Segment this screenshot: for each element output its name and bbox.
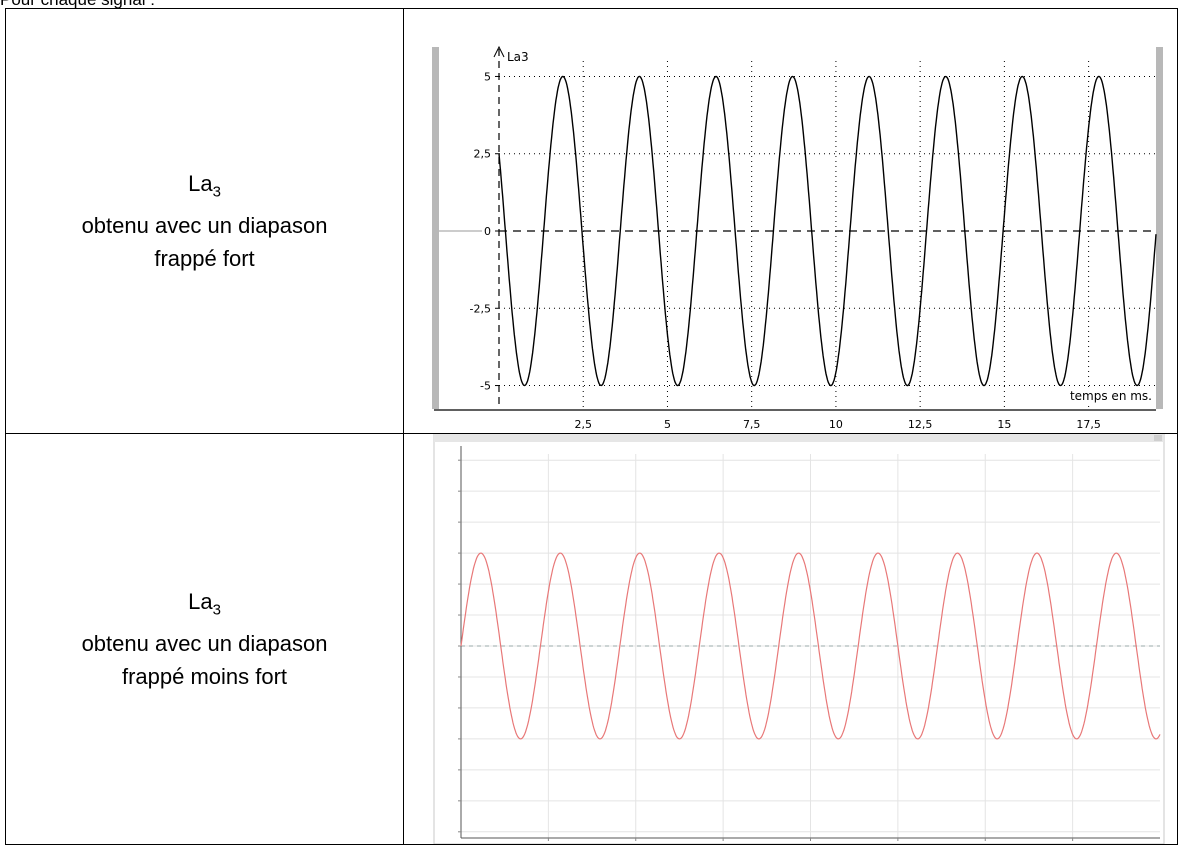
plot-cell-2 <box>403 433 1178 845</box>
y-tick-label: -5 <box>480 380 491 393</box>
note-name: La3 <box>6 585 403 626</box>
oscillogram-soft <box>433 434 1165 844</box>
x-tick-label: 5 <box>664 418 671 431</box>
x-tick-label: 2,5 <box>574 418 592 431</box>
note-letters: La <box>188 171 213 197</box>
window-border-right <box>1156 47 1163 409</box>
table-row: La3 obtenu avec un diapason frappé moins… <box>5 433 1178 845</box>
note-octave: 3 <box>212 601 221 619</box>
description-line-2: frappé moins fort <box>121 663 288 689</box>
signal-description: La3 obtenu avec un diapason frappé moins… <box>5 433 404 845</box>
signal-curve <box>460 552 1161 740</box>
note-octave: 3 <box>212 183 221 201</box>
x-tick-label: 10 <box>829 418 843 431</box>
x-axis-band <box>434 409 1163 433</box>
table-row: La3 obtenu avec un diapason frappé fort … <box>5 8 1178 434</box>
y-tick-label: 0 <box>484 225 491 238</box>
oscillogram-strong: La3 5 2,5 0 -2,5 -5 2,5 5 7,5 10 12,5 15 17,5 temps e… <box>432 45 1163 433</box>
note-letters: La <box>188 589 213 615</box>
section-heading: Pour chaque signal : <box>0 0 155 10</box>
description-line-1: obtenu avec un diapason <box>81 630 328 656</box>
signal-curve <box>498 75 1157 387</box>
plot-window <box>433 434 1165 844</box>
x-tick-label: 15 <box>997 418 1011 431</box>
y-axis-arrow <box>493 45 505 58</box>
x-tick-label: 17,5 <box>1076 418 1101 431</box>
plot-cell-1: La3 5 2,5 0 -2,5 -5 2,5 5 7,5 10 12,5 15 17,5 temps e… <box>403 8 1178 434</box>
x-axis-label: temps en ms. <box>1070 389 1152 403</box>
description-line-2: frappé fort <box>154 245 255 271</box>
window-border-left <box>432 47 439 409</box>
y-tick-label: 2,5 <box>474 148 492 161</box>
window-title-bar <box>434 434 1164 442</box>
x-label-background <box>1049 387 1155 404</box>
y-tick-label: 5 <box>484 70 491 83</box>
window-close-box <box>1154 435 1162 441</box>
description-line-1: obtenu avec un diapason <box>81 212 328 238</box>
signal-table: La3 obtenu avec un diapason frappé fort … <box>5 8 1178 845</box>
y-axis-label: La3 <box>507 50 529 64</box>
signal-description: La3 obtenu avec un diapason frappé fort <box>5 8 404 434</box>
x-tick-label: 7,5 <box>743 418 761 431</box>
y-tick-label: -2,5 <box>470 302 491 315</box>
x-tick-label: 12,5 <box>908 418 933 431</box>
note-name: La3 <box>6 167 403 208</box>
